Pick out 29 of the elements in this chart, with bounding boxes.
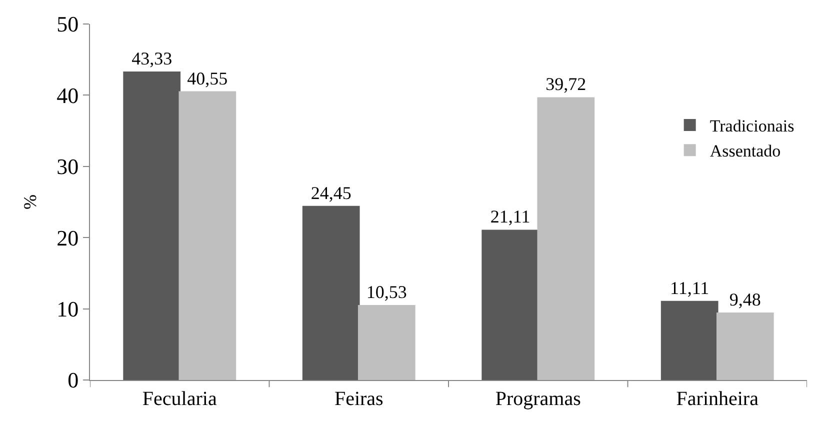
y-tick-label: 30 xyxy=(56,154,79,180)
bar xyxy=(660,300,718,380)
x-tick-label: Fecularia xyxy=(142,388,217,410)
y-tick-label: 40 xyxy=(56,82,79,108)
data-label: 24,45 xyxy=(310,182,352,203)
y-axis-title: % xyxy=(20,194,40,210)
x-tick-label: Farinheira xyxy=(676,388,759,410)
y-tick-label: 10 xyxy=(56,296,79,322)
bar xyxy=(716,312,774,380)
y-tick-label: 20 xyxy=(56,225,79,250)
data-label: 10,53 xyxy=(366,282,407,302)
bar xyxy=(178,91,236,380)
bar xyxy=(358,305,416,380)
legend-label: Assentado xyxy=(710,142,781,161)
y-tick-label: 50 xyxy=(56,12,79,37)
x-tick-label: Programas xyxy=(495,388,582,410)
data-label: 43,33 xyxy=(132,48,172,68)
bar xyxy=(482,230,540,380)
legend-label: Tradicionais xyxy=(710,116,794,136)
bar xyxy=(302,206,360,380)
bar xyxy=(123,71,181,380)
data-label: 40,55 xyxy=(187,68,228,88)
data-label: 39,72 xyxy=(546,74,586,94)
bar xyxy=(537,97,595,380)
data-label: 11,11 xyxy=(670,278,710,298)
data-label: 9,48 xyxy=(729,290,761,310)
x-tick-label: Feiras xyxy=(334,388,384,410)
y-tick-label: 0 xyxy=(68,368,79,393)
data-label: 21,11 xyxy=(490,206,530,227)
